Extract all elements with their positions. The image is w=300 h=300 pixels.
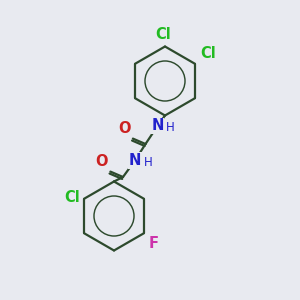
Text: H: H (143, 156, 152, 169)
Text: F: F (148, 236, 158, 251)
Text: Cl: Cl (200, 46, 216, 61)
Text: N: N (151, 118, 164, 134)
Text: Cl: Cl (156, 27, 171, 42)
Text: O: O (118, 121, 130, 136)
Text: H: H (166, 121, 175, 134)
Text: Cl: Cl (64, 190, 80, 205)
Text: N: N (129, 153, 141, 168)
Text: O: O (95, 154, 108, 169)
